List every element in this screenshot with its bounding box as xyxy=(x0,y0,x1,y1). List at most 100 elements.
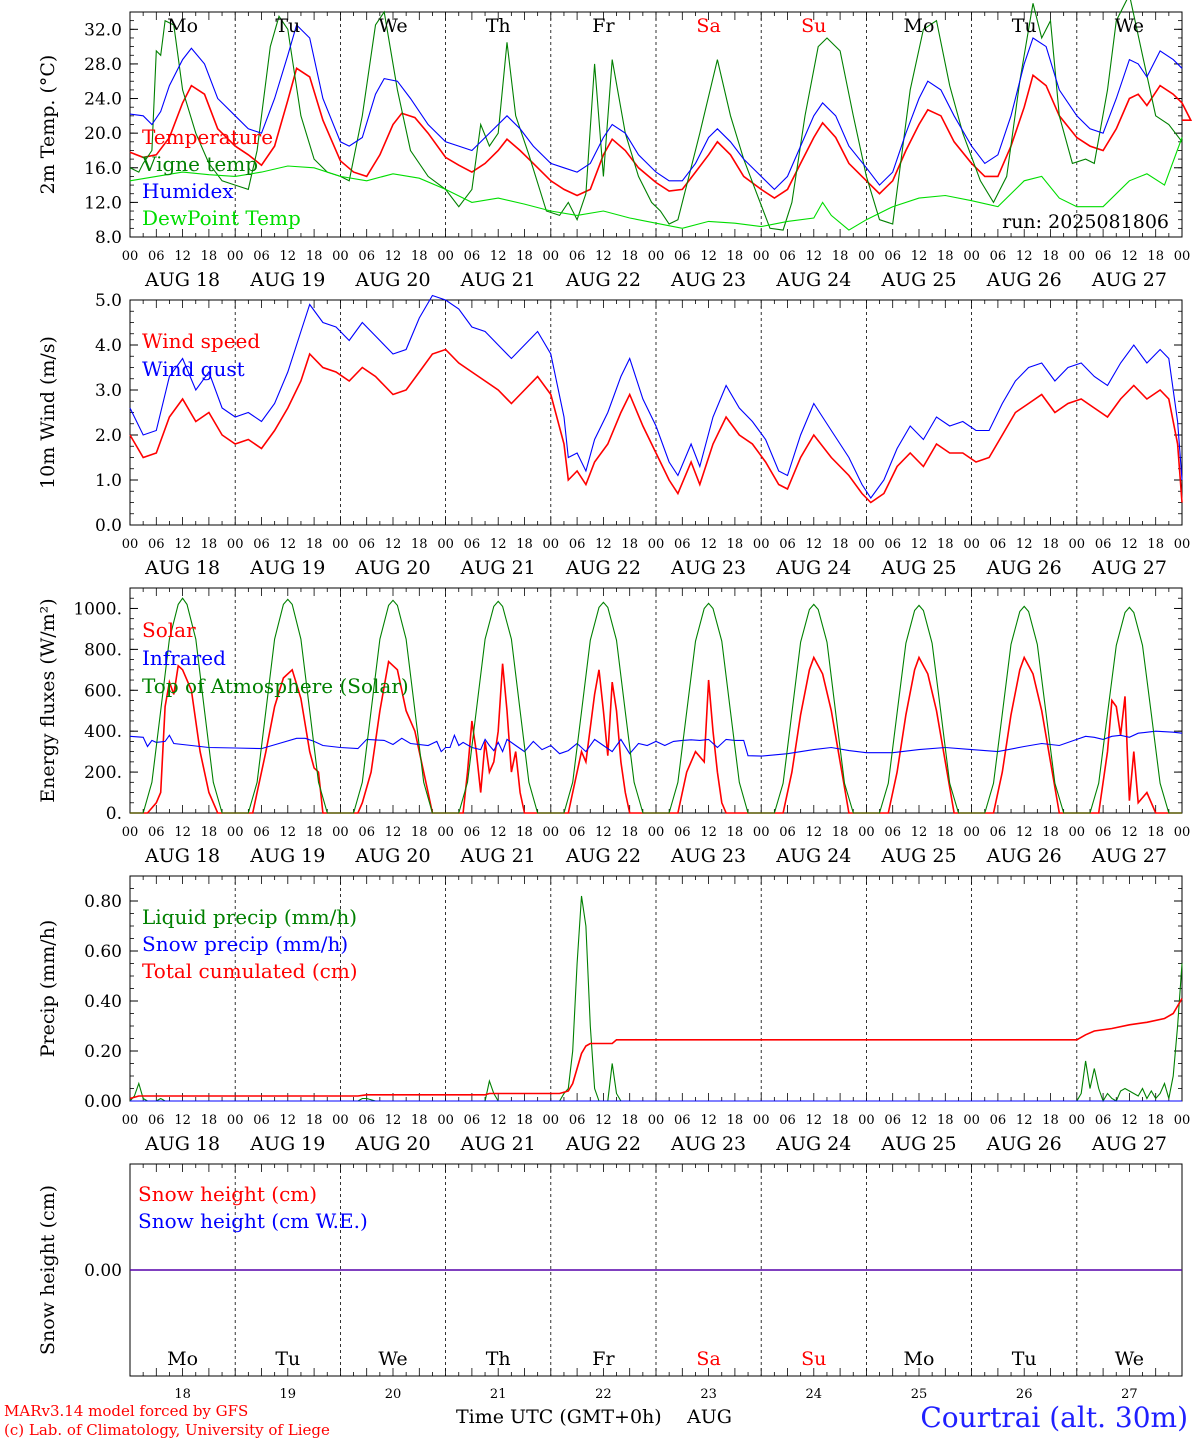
hour-tick-label: 06 xyxy=(464,1113,481,1128)
series-dewpoint-temp xyxy=(129,137,1183,231)
hour-tick-label: 06 xyxy=(253,249,270,264)
day-name-label: Mo xyxy=(904,1348,935,1370)
day-name-label: Fr xyxy=(592,15,615,37)
series-liquid-precip-mm-h xyxy=(129,895,1183,1103)
hour-tick-label: 12 xyxy=(490,825,507,840)
hour-tick-label: 18 xyxy=(727,825,744,840)
hour-tick-label: 12 xyxy=(385,537,402,552)
day-name-label: Tu xyxy=(1012,1348,1037,1370)
hour-tick-label: 00 xyxy=(227,537,244,552)
hour-tick-label: 18 xyxy=(1042,825,1059,840)
hour-tick-label: 18 xyxy=(411,249,428,264)
hour-tick-label: 06 xyxy=(674,1113,691,1128)
hour-tick-label: 00 xyxy=(437,825,454,840)
hour-tick-label: 12 xyxy=(911,249,928,264)
hour-tick-label: 12 xyxy=(595,1113,612,1128)
hour-tick-label: 00 xyxy=(332,825,349,840)
hour-tick-label: 06 xyxy=(569,537,586,552)
day-name-label: Su xyxy=(801,1348,826,1370)
hour-tick-label: 12 xyxy=(911,825,928,840)
date-label: AUG 25 xyxy=(880,1133,956,1155)
hour-tick-label: 18 xyxy=(201,249,218,264)
day-name-label: Mo xyxy=(167,1348,198,1370)
legend-entry: Temperature xyxy=(142,125,273,149)
date-label: AUG 27 xyxy=(1091,845,1167,867)
hour-tick-label: 06 xyxy=(1095,249,1112,264)
hour-tick-label: 12 xyxy=(700,537,717,552)
hour-tick-label: 00 xyxy=(648,537,665,552)
day-number-label: 19 xyxy=(280,1387,297,1402)
hour-tick-label: 00 xyxy=(1069,1113,1086,1128)
hour-tick-label: 12 xyxy=(595,825,612,840)
hour-tick-label: 18 xyxy=(937,1113,954,1128)
legend-entry: Wind speed xyxy=(142,329,260,353)
hour-tick-label: 06 xyxy=(779,249,796,264)
legend-entry: DewPoint Temp xyxy=(142,206,301,230)
y-tick-label: 0.60 xyxy=(84,942,122,962)
date-label: AUG 26 xyxy=(986,269,1062,291)
hour-tick-label: 12 xyxy=(174,825,191,840)
date-label: AUG 21 xyxy=(460,1133,536,1155)
hour-tick-label: 18 xyxy=(1042,537,1059,552)
y-tick-label: 0. xyxy=(106,804,122,824)
day-number-label: 25 xyxy=(911,1387,928,1402)
hour-tick-label: 00 xyxy=(437,537,454,552)
y-tick-label: 800. xyxy=(84,640,122,660)
y-axis-label: Precip (mm/h) xyxy=(37,920,59,1058)
hour-tick-label: 18 xyxy=(832,537,849,552)
hour-tick-label: 18 xyxy=(1147,537,1164,552)
hour-tick-label: 06 xyxy=(990,249,1007,264)
panel-frame xyxy=(129,11,1183,238)
hour-tick-label: 00 xyxy=(963,1113,980,1128)
date-label: AUG 21 xyxy=(460,269,536,291)
hour-tick-label: 00 xyxy=(858,1113,875,1128)
hour-tick-label: 12 xyxy=(1016,249,1033,264)
hour-tick-label: 06 xyxy=(990,825,1007,840)
date-label: AUG 26 xyxy=(986,1133,1062,1155)
hour-tick-label: 12 xyxy=(806,537,823,552)
hour-tick-label: 12 xyxy=(1016,825,1033,840)
hour-tick-label: 06 xyxy=(569,825,586,840)
hour-tick-label: 06 xyxy=(884,825,901,840)
hour-tick-label: 06 xyxy=(674,825,691,840)
y-tick-label: 16.0 xyxy=(84,159,122,179)
y-tick-label: 1000. xyxy=(73,599,122,619)
date-label: AUG 23 xyxy=(670,1133,746,1155)
date-label: AUG 24 xyxy=(775,557,851,579)
hour-tick-label: 18 xyxy=(201,1113,218,1128)
hour-tick-label: 00 xyxy=(437,249,454,264)
x-axis-title: Time UTC (GMT+0h) xyxy=(456,1406,662,1428)
hour-tick-label: 06 xyxy=(884,537,901,552)
model-credit: MARv3.14 model forced by GFS xyxy=(4,1402,249,1420)
day-number-label: 23 xyxy=(700,1387,717,1402)
hour-tick-label: 12 xyxy=(174,1113,191,1128)
day-name-label: Fr xyxy=(592,1348,615,1370)
hour-tick-label: 00 xyxy=(753,537,770,552)
y-axis-label: Snow height (cm) xyxy=(37,1185,59,1355)
series-temperature xyxy=(129,67,1193,200)
y-tick-label: 12.0 xyxy=(84,193,122,213)
day-name-label: Tu xyxy=(275,15,300,37)
legend-entry: Liquid precip (mm/h) xyxy=(142,905,357,929)
hour-tick-label: 00 xyxy=(1174,825,1191,840)
date-label: AUG 25 xyxy=(880,557,956,579)
hour-tick-label: 00 xyxy=(227,1113,244,1128)
hour-tick-label: 06 xyxy=(358,537,375,552)
hour-tick-label: 00 xyxy=(858,249,875,264)
month-label: AUG xyxy=(687,1406,732,1428)
hour-tick-label: 00 xyxy=(963,537,980,552)
date-label: AUG 18 xyxy=(144,1133,220,1155)
hour-tick-label: 06 xyxy=(253,1113,270,1128)
hour-tick-label: 06 xyxy=(148,1113,165,1128)
hour-tick-label: 00 xyxy=(648,1113,665,1128)
hour-tick-label: 12 xyxy=(490,249,507,264)
hour-tick-label: 12 xyxy=(280,537,297,552)
hour-tick-label: 12 xyxy=(1121,537,1138,552)
hour-tick-label: 06 xyxy=(1095,537,1112,552)
hour-tick-label: 18 xyxy=(621,825,638,840)
hour-tick-label: 12 xyxy=(700,249,717,264)
hour-tick-label: 00 xyxy=(1174,1113,1191,1128)
hour-tick-label: 18 xyxy=(727,249,744,264)
hour-tick-label: 18 xyxy=(411,537,428,552)
